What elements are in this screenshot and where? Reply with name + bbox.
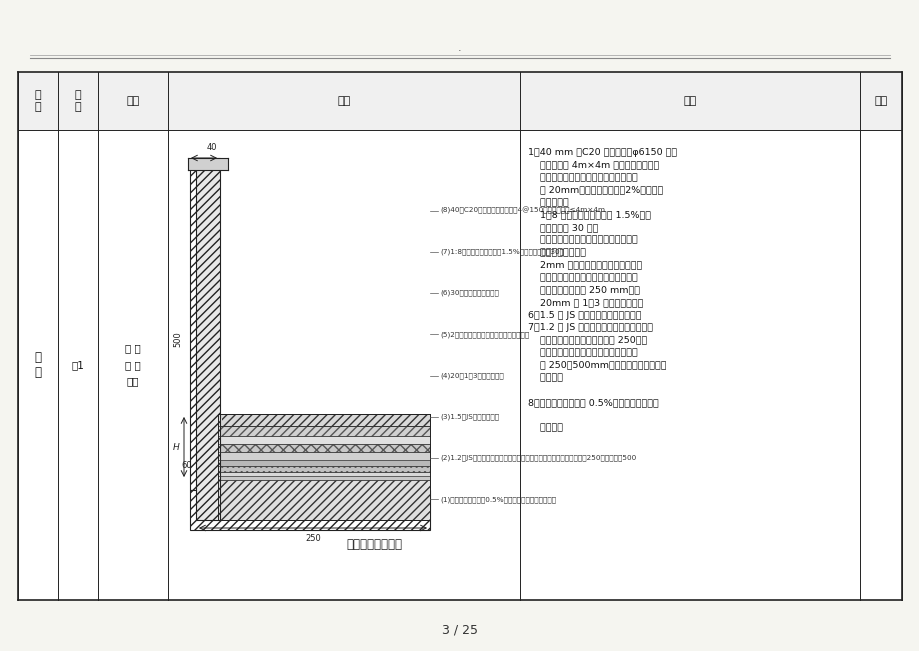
Text: (6)30厚挤塑聚苯板保温层: (6)30厚挤塑聚苯板保温层	[439, 290, 498, 296]
Bar	[218, 452, 429, 460]
Text: 屋1: 屋1	[72, 360, 85, 370]
Text: 说明: 说明	[873, 96, 887, 106]
Text: 名称: 名称	[126, 96, 140, 106]
Bar	[218, 472, 429, 476]
Text: 7）1.2 厚 JS 防水涂料在山墙四周、屋面管: 7）1.2 厚 JS 防水涂料在山墙四周、屋面管	[528, 323, 652, 332]
Text: 40: 40	[207, 143, 217, 152]
Bar	[218, 414, 221, 426]
Text: 上 人
保 温
屋面: 上 人 保 温 屋面	[125, 344, 141, 387]
Bar	[218, 480, 429, 520]
Text: 2mm 厚单组分聚氨脂防水涂料满刷: 2mm 厚单组分聚氨脂防水涂料满刷	[528, 260, 641, 270]
Bar	[218, 426, 429, 436]
Bar	[218, 466, 429, 472]
Text: （三道），上部收口收入墙体预留的凹: （三道），上部收口收入墙体预留的凹	[528, 273, 637, 282]
Text: 编
号: 编 号	[74, 90, 81, 112]
Bar	[218, 414, 429, 426]
Text: 250: 250	[305, 534, 321, 543]
Bar	[187, 158, 228, 170]
Text: 图示: 图示	[337, 96, 350, 106]
Text: 向落水口；: 向落水口；	[528, 198, 568, 207]
Text: 槽（凹槽离完成面 250 mm）；: 槽（凹槽离完成面 250 mm）；	[528, 286, 640, 294]
Text: 平，最薄处 30 厚；: 平，最薄处 30 厚；	[528, 223, 597, 232]
Text: 20mm 厚 1：3 水泥砂浆找平；: 20mm 厚 1：3 水泥砂浆找平；	[528, 298, 642, 307]
Bar	[218, 466, 429, 472]
Text: (3)1.5厚JS防水涂料满涂: (3)1.5厚JS防水涂料满涂	[439, 413, 499, 420]
Text: 闭水检验: 闭水检验	[528, 423, 562, 432]
Text: 须断开）（与墙体间也须设分仓缝）缝: 须断开）（与墙体间也须设分仓缝）缝	[528, 173, 637, 182]
Text: 项
目: 项 目	[35, 90, 41, 112]
Text: 外口）；: 外口）；	[528, 373, 562, 382]
Text: 3 / 25: 3 / 25	[441, 624, 478, 637]
Text: (1)钢筋混凝土结构板0.5%找坡、随捣随光、闭水检验: (1)钢筋混凝土结构板0.5%找坡、随捣随光、闭水检验	[439, 496, 555, 503]
Text: (5)2厚单组分聚氨脂防水涂料满刷（三道）: (5)2厚单组分聚氨脂防水涂料满刷（三道）	[439, 331, 528, 338]
Text: 8）现浇钢筋砼屋面板 0.5%找坡、随捣随光、: 8）现浇钢筋砼屋面板 0.5%找坡、随捣随光、	[528, 398, 658, 407]
Bar	[18, 72, 901, 600]
Text: 面 250～500mm、有栏杆处，刷至平面: 面 250～500mm、有栏杆处，刷至平面	[528, 361, 665, 370]
Bar	[218, 426, 429, 436]
Bar	[218, 480, 429, 520]
Text: 1）40 mm 厚C20 细石砼，配φ6150 双向: 1）40 mm 厚C20 细石砼，配φ6150 双向	[528, 148, 676, 157]
Text: 起高度至墙体预留的凹槽（凹槽离完成: 起高度至墙体预留的凹槽（凹槽离完成	[528, 348, 637, 357]
Bar	[190, 160, 218, 490]
Text: H: H	[173, 443, 180, 452]
Text: 屋面防水保温构造: 屋面防水保温构造	[346, 538, 402, 551]
Text: 宽 20mm，缝嵌防水油膏，2%的坡度坡: 宽 20mm，缝嵌防水油膏，2%的坡度坡	[528, 186, 663, 195]
Text: 视具体情况确定；: 视具体情况确定；	[528, 248, 585, 257]
Text: (8)40厚C20细石混凝土，内配筋4@150双向，设分缝≤4m×4m: (8)40厚C20细石混凝土，内配筋4@150双向，设分缝≤4m×4m	[439, 207, 605, 214]
Bar	[196, 158, 220, 520]
Bar	[218, 460, 429, 466]
Text: 屋
面: 屋 面	[35, 351, 41, 379]
Text: (4)20厚1：3水泥砂浆找平: (4)20厚1：3水泥砂浆找平	[439, 372, 504, 379]
Bar	[218, 444, 429, 452]
Bar	[218, 414, 429, 426]
Text: .: .	[458, 43, 461, 53]
Text: 道周围涂刷加强层，宽度至少 250，卷: 道周围涂刷加强层，宽度至少 250，卷	[528, 335, 647, 344]
Text: 60: 60	[181, 460, 192, 469]
Text: (7)1:8水泥加气混凝土找坡1.5%并压平，最薄处30厚: (7)1:8水泥加气混凝土找坡1.5%并压平，最薄处30厚	[439, 249, 563, 255]
Text: 6）1.5 厚 JS 防水涂料满刷（三道）；: 6）1.5 厚 JS 防水涂料满刷（三道）；	[528, 311, 641, 320]
Text: 做法: 做法	[683, 96, 696, 106]
Text: 钢筋，每隔 4m×4m 设分仓缝（钢筋必: 钢筋，每隔 4m×4m 设分仓缝（钢筋必	[528, 161, 659, 169]
Bar	[218, 444, 429, 452]
Text: 1：8 水泥加气混凝土找坡 1.5%并压: 1：8 水泥加气混凝土找坡 1.5%并压	[528, 210, 651, 219]
Bar	[190, 490, 429, 530]
Text: (2)1.2厚JS防水涂料在山墙四周、屋面管道周围涂刷加强层，宽度至少250，卷起至少500: (2)1.2厚JS防水涂料在山墙四周、屋面管道周围涂刷加强层，宽度至少250，卷…	[439, 455, 636, 462]
Text: 挤塑聚苯乙烯保温隔热板，保温层厚度: 挤塑聚苯乙烯保温隔热板，保温层厚度	[528, 236, 637, 245]
Bar	[218, 436, 429, 444]
Bar	[218, 476, 429, 480]
Text: 500: 500	[174, 331, 182, 347]
Bar	[196, 158, 220, 520]
Bar	[18, 72, 901, 130]
